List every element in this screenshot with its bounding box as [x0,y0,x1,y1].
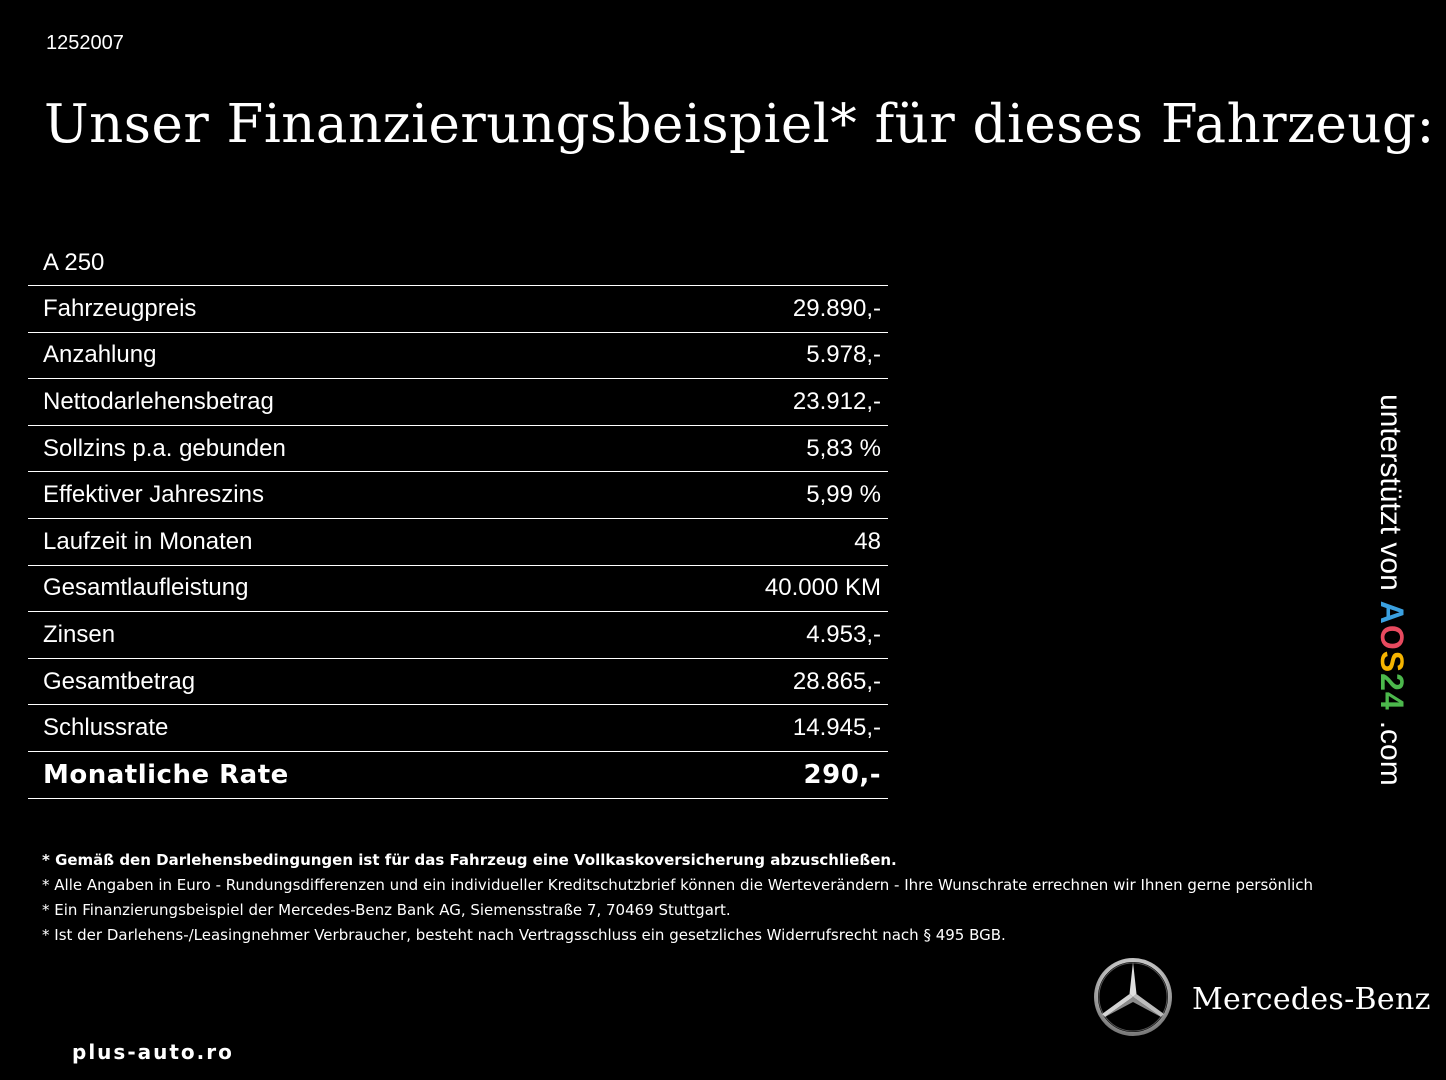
table-row: Effektiver Jahreszins 5,99 % [28,472,888,519]
monthly-rate-value: 290,- [803,759,881,790]
row-label: Anzahlung [43,341,157,369]
table-row: Sollzins p.a. gebunden 5,83 % [28,426,888,473]
table-row: Nettodarlehensbetrag 23.912,- [28,379,888,426]
brand-name: Mercedes-Benz [1192,981,1431,1017]
monthly-rate-label: Monatliche Rate [43,759,289,790]
page-title: Unser Finanzierungsbeispiel* für dieses … [44,94,1435,155]
table-row: Gesamtlaufleistung 40.000 KM [28,566,888,613]
row-label: Effektiver Jahreszins [43,481,264,509]
row-label: Laufzeit in Monaten [43,527,253,555]
table-row: Anzahlung 5.978,- [28,333,888,380]
site-watermark: plus-auto.ro [72,1040,234,1064]
footnotes: * Gemäß den Darlehensbedingungen ist für… [42,848,1422,948]
table-row: Laufzeit in Monaten 48 [28,519,888,566]
row-value: 5.978,- [806,341,881,369]
row-value: 40.000 KM [764,574,881,602]
row-label: Gesamtlaufleistung [43,574,249,602]
mercedes-star-icon [1092,956,1174,1042]
aos24-logo: AOS24 [1374,600,1410,711]
row-label: Sollzins p.a. gebunden [43,434,286,462]
monthly-rate-row: Monatliche Rate 290,- [28,752,888,799]
row-label: Fahrzeugpreis [43,294,197,322]
finance-table: A 250 Fahrzeugpreis 29.890,- Anzahlung 5… [28,240,888,799]
row-label: Gesamtbetrag [43,667,196,695]
row-value: 48 [854,527,881,555]
sponsor-prefix: unterstützt von [1374,394,1407,591]
row-value: 5,99 % [806,481,881,509]
table-row: Gesamtbetrag 28.865,- [28,659,888,706]
table-row: Zinsen 4.953,- [28,612,888,659]
reference-id: 1252007 [46,32,124,54]
footnote: * Alle Angaben in Euro - Rundungsdiffere… [42,876,1314,894]
footnote: * Ist der Darlehens-/Leasingnehmer Verbr… [42,926,1006,944]
row-label: Nettodarlehensbetrag [43,387,274,415]
table-row: Fahrzeugpreis 29.890,- [28,286,888,333]
row-value: 29.890,- [792,294,881,322]
row-value: 4.953,- [806,620,881,648]
table-row: Schlussrate 14.945,- [28,705,888,752]
row-value: 28.865,- [792,667,881,695]
sponsor-suffix: .com [1374,720,1407,786]
row-label: Zinsen [43,620,116,648]
row-value: 14.945,- [792,714,881,742]
row-label: Schlussrate [43,714,169,742]
footnote: * Ein Finanzierungsbeispiel der Mercedes… [42,901,731,919]
footnote: * Gemäß den Darlehensbedingungen ist für… [42,851,897,869]
sponsor-badge: unterstützt von AOS24 .com [1372,394,1412,794]
brand-logo: Mercedes-Benz [1092,956,1431,1042]
row-value: 23.912,- [792,387,881,415]
row-value: 5,83 % [806,434,881,462]
model-name: A 250 [28,240,888,286]
